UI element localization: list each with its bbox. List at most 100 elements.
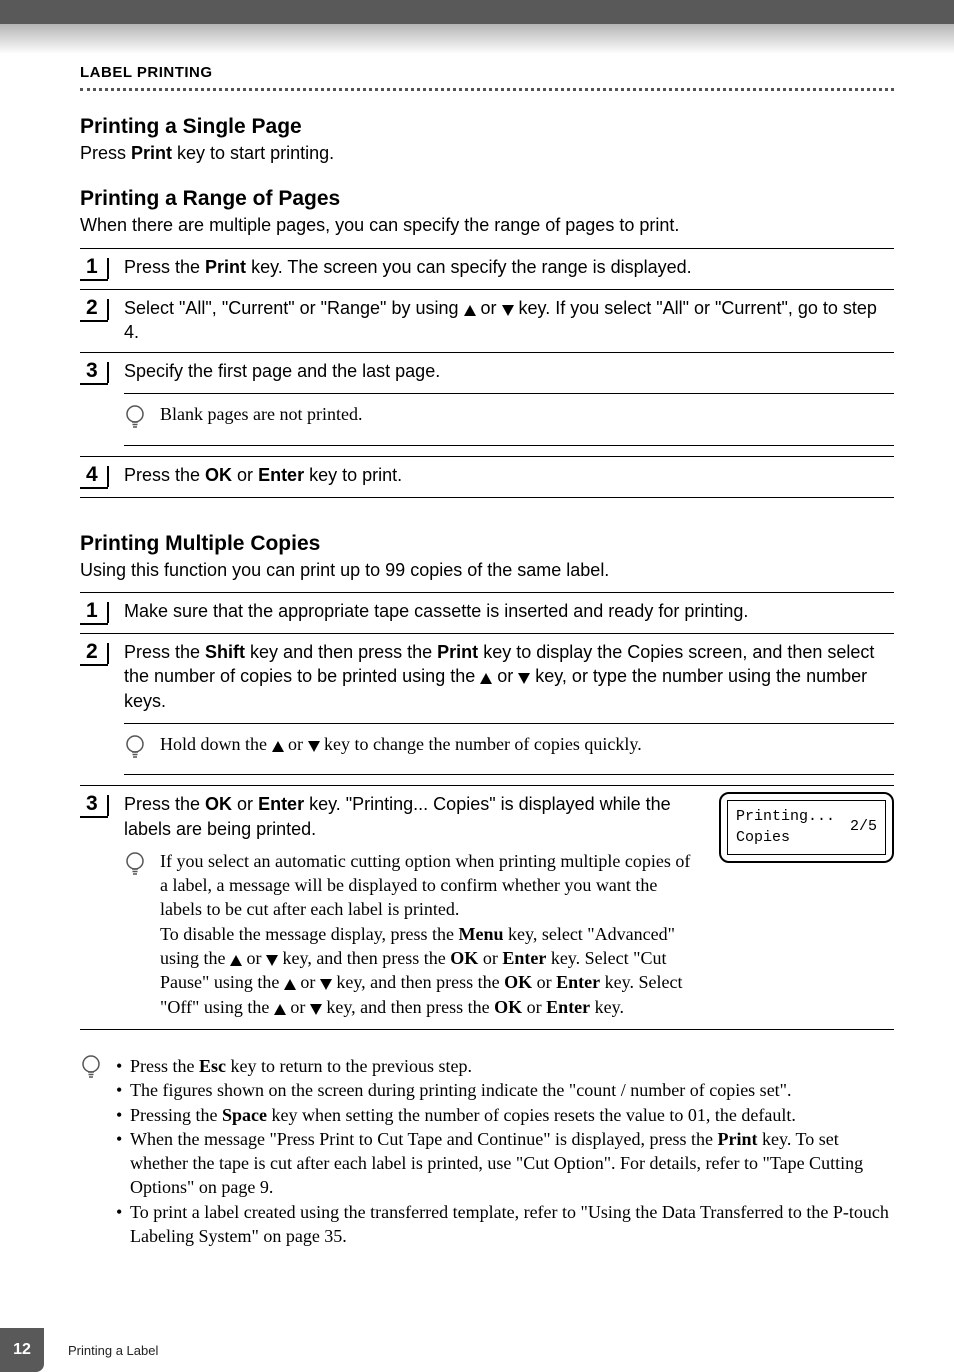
text-bold: OK (494, 997, 522, 1017)
text: Press the (124, 794, 205, 814)
text-bold: Esc (199, 1056, 226, 1076)
text: Press the (124, 257, 205, 277)
range-intro: When there are multiple pages, you can s… (80, 213, 894, 237)
triangle-up-icon (274, 1004, 286, 1015)
footnote-item: • Pressing the Space key when setting th… (116, 1103, 894, 1127)
step-text: Specify the first page and the last page… (124, 359, 894, 448)
triangle-down-icon (518, 673, 530, 684)
text: key to change the number of copies quick… (320, 734, 642, 754)
text: or (242, 948, 266, 968)
text-bold: OK (504, 972, 532, 992)
heading-single-page: Printing a Single Page (80, 115, 894, 139)
lcd-display: Printing... Copies 2/5 (719, 792, 894, 863)
lightbulb-icon (124, 404, 146, 436)
text-bold: OK (450, 948, 478, 968)
hint-box: Hold down the or key to change the numbe… (124, 723, 894, 775)
footnote-box: • Press the Esc key to return to the pre… (80, 1054, 894, 1248)
triangle-up-icon (480, 673, 492, 684)
step-row: 3 Specify the first page and the last pa… (80, 352, 894, 456)
text-bold: Shift (205, 642, 245, 662)
step-number: 1 (80, 255, 108, 281)
triangle-up-icon (272, 741, 284, 752)
lightbulb-icon (80, 1054, 102, 1248)
triangle-up-icon (464, 305, 476, 316)
text-bold: Space (222, 1105, 267, 1125)
text: or (284, 734, 308, 754)
footer-caption: Printing a Label (68, 1343, 158, 1358)
step-row: 3 Press the OK or Enter key. "Printing..… (80, 785, 894, 1030)
step-number: 3 (80, 359, 108, 385)
text: To disable the message display, press th… (160, 924, 459, 944)
text-bold: OK (205, 794, 232, 814)
triangle-down-icon (320, 979, 332, 990)
text: Specify the first page and the last page… (124, 361, 440, 381)
text-bold: Print (131, 143, 172, 163)
hint-text: Blank pages are not printed. (160, 402, 894, 436)
text: key to start printing. (172, 143, 334, 163)
text-bold: Print (205, 257, 246, 277)
triangle-up-icon (284, 979, 296, 990)
text: key and then press the (245, 642, 437, 662)
step-number: 4 (80, 463, 108, 489)
top-gradient (0, 24, 954, 54)
step-number: 2 (80, 640, 108, 666)
footnote-list: • Press the Esc key to return to the pre… (116, 1054, 894, 1248)
text: Press the (124, 465, 205, 485)
text: key, and then press the (278, 948, 450, 968)
dotted-rule (80, 85, 894, 91)
lightbulb-icon (124, 734, 146, 766)
text: key to print. (304, 465, 402, 485)
step-row: 2 Press the Shift key and then press the… (80, 633, 894, 785)
lcd-line1: Printing... (736, 807, 835, 827)
hint-box: Blank pages are not printed. (124, 393, 894, 445)
step-text: Press the OK or Enter key. "Printing... … (124, 792, 894, 1021)
text: key, and then press the (332, 972, 504, 992)
text-bold: Enter (556, 972, 600, 992)
footnote-item: • The figures shown on the screen during… (116, 1078, 894, 1102)
page-root: LABEL PRINTING Printing a Single Page Pr… (0, 0, 954, 1372)
triangle-down-icon (308, 741, 320, 752)
step-row: 2 Select "All", "Current" or "Range" by … (80, 289, 894, 353)
text: key. (590, 997, 624, 1017)
hint-text: Hold down the or key to change the numbe… (160, 732, 894, 766)
text-bold: Menu (459, 924, 504, 944)
hint-box: If you select an automatic cutting optio… (124, 849, 894, 1019)
page-footer: 12 Printing a Label (0, 1328, 954, 1372)
section-header: LABEL PRINTING (80, 64, 894, 81)
lcd-right: 2/5 (850, 817, 877, 837)
text: key, and then press the (322, 997, 494, 1017)
hint-text: If you select an automatic cutting optio… (160, 849, 699, 1019)
text: Press the (124, 642, 205, 662)
lightbulb-icon (124, 851, 146, 1019)
text: or (532, 972, 556, 992)
footnote-item: • To print a label created using the tra… (116, 1200, 894, 1249)
page-number: 12 (0, 1328, 44, 1372)
text: Press the (130, 1056, 199, 1076)
multiple-intro: Using this function you can print up to … (80, 558, 894, 582)
lcd-line2: Copies (736, 828, 835, 848)
text: or (232, 794, 258, 814)
footnote-item: • When the message "Press Print to Cut T… (116, 1127, 894, 1200)
text: To print a label created using the trans… (130, 1200, 894, 1249)
triangle-down-icon (310, 1004, 322, 1015)
lcd-inner: Printing... Copies 2/5 (727, 800, 886, 855)
step-row: 1 Make sure that the appropriate tape ca… (80, 592, 894, 633)
text: or (286, 997, 310, 1017)
triangle-up-icon (230, 955, 242, 966)
single-page-text: Press Print key to start printing. (80, 141, 894, 165)
content-area: LABEL PRINTING Printing a Single Page Pr… (0, 54, 954, 1248)
step-text: Press the Print key. The screen you can … (124, 255, 894, 281)
step-text: Select "All", "Current" or "Range" by us… (124, 296, 894, 345)
triangle-down-icon (502, 305, 514, 316)
text: or (476, 298, 502, 318)
text: Pressing the (130, 1105, 222, 1125)
text: The figures shown on the screen during p… (130, 1078, 792, 1102)
text-bold: Enter (258, 465, 304, 485)
text: or (492, 666, 518, 686)
text: When the message "Press Print to Cut Tap… (130, 1129, 718, 1149)
text: Select "All", "Current" or "Range" by us… (124, 298, 464, 318)
step-row: 1 Press the Print key. The screen you ca… (80, 248, 894, 289)
text: key to return to the previous step. (226, 1056, 472, 1076)
footnote-item: • Press the Esc key to return to the pre… (116, 1054, 894, 1078)
text: or (232, 465, 258, 485)
